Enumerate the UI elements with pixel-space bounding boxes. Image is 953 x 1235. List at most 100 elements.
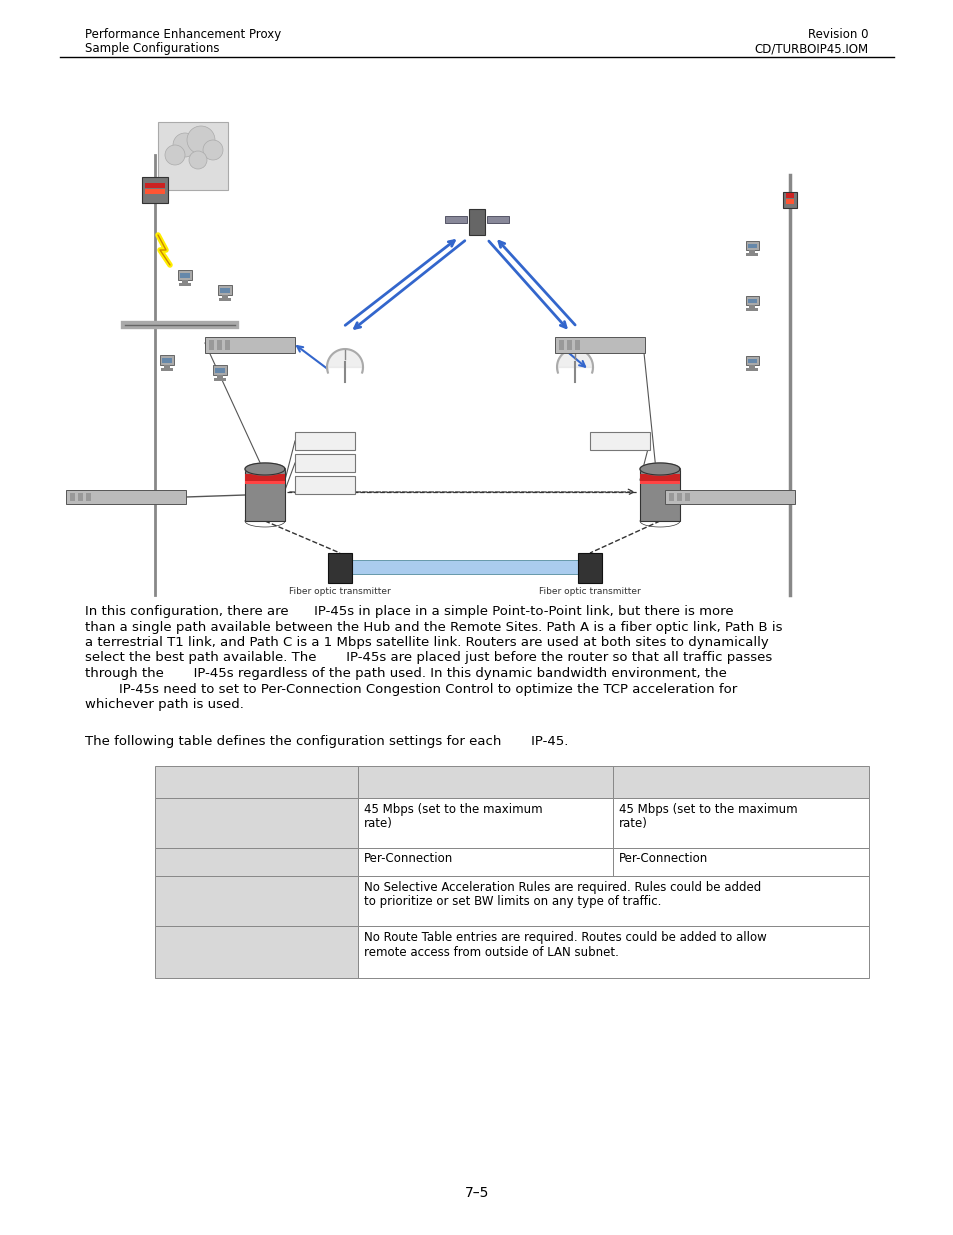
Bar (213, 366, 227, 375)
Bar (225, 340, 230, 350)
Bar (160, 354, 173, 366)
Circle shape (189, 151, 207, 169)
Bar (294, 454, 355, 472)
Bar (78, 493, 83, 501)
Text: In this configuration, there are      IP-45s in place in a simple Point-to-Point: In this configuration, there are IP-45s … (85, 605, 733, 618)
Bar (213, 378, 226, 382)
Bar (162, 358, 172, 363)
Bar (747, 299, 757, 303)
Bar (555, 337, 644, 353)
Bar (154, 847, 357, 876)
Bar (328, 553, 352, 583)
Bar (357, 847, 613, 876)
Bar (220, 288, 230, 293)
Bar (245, 474, 285, 482)
Bar (613, 766, 868, 798)
Bar (357, 798, 613, 847)
Bar (66, 490, 186, 504)
Bar (218, 285, 232, 295)
Text: CD/TURBOIP45.IOM: CD/TURBOIP45.IOM (754, 42, 868, 56)
Text: 7–5: 7–5 (464, 1186, 489, 1200)
Bar (164, 366, 170, 369)
Bar (748, 305, 754, 309)
Bar (589, 432, 649, 450)
Bar (145, 189, 165, 194)
Bar (745, 356, 759, 366)
Bar (145, 183, 165, 188)
Text: select the best path available. The       IP-45s are placed just before the rout: select the best path available. The IP-4… (85, 652, 771, 664)
Bar (179, 283, 191, 287)
Bar (209, 340, 213, 350)
Text: a terrestrial T1 link, and Path C is a 1 Mbps satellite link. Routers are used a: a terrestrial T1 link, and Path C is a 1… (85, 636, 768, 650)
Circle shape (187, 126, 214, 154)
Bar (677, 493, 681, 501)
Bar (180, 273, 190, 278)
Text: Per-Connection: Per-Connection (364, 852, 453, 866)
Bar (745, 368, 758, 370)
Bar (142, 177, 168, 203)
Bar (294, 475, 355, 494)
Text: 45 Mbps (set to the maximum
rate): 45 Mbps (set to the maximum rate) (364, 803, 542, 830)
Bar (86, 493, 91, 501)
Bar (668, 493, 673, 501)
Text: No Route Table entries are required. Routes could be added to allow
remote acces: No Route Table entries are required. Rou… (364, 930, 766, 958)
Bar (161, 368, 172, 370)
Bar (745, 253, 758, 256)
Bar (745, 308, 758, 311)
Bar (245, 469, 285, 521)
Bar (613, 847, 868, 876)
Bar (785, 199, 793, 204)
Text: Sample Configurations: Sample Configurations (85, 42, 219, 56)
Polygon shape (639, 463, 679, 475)
Bar (205, 337, 294, 353)
Bar (154, 876, 357, 925)
Bar (178, 270, 192, 280)
Text: Fiber optic transmitter: Fiber optic transmitter (538, 587, 640, 597)
Text: Revision 0: Revision 0 (807, 28, 868, 41)
Bar (219, 298, 231, 301)
Circle shape (203, 140, 223, 161)
Bar (748, 249, 754, 254)
Text: 45 Mbps (set to the maximum
rate): 45 Mbps (set to the maximum rate) (618, 803, 797, 830)
Bar (352, 559, 578, 574)
Bar (154, 925, 357, 977)
Bar (745, 296, 759, 305)
Text: IP-45s need to set to Per-Connection Congestion Control to optimize the TCP acce: IP-45s need to set to Per-Connection Con… (85, 683, 737, 695)
Bar (664, 490, 794, 504)
Bar (639, 469, 679, 521)
Bar (154, 766, 357, 798)
Circle shape (165, 144, 185, 165)
Bar (214, 368, 225, 373)
Bar (745, 241, 759, 249)
Bar (639, 480, 679, 484)
Text: through the       IP-45s regardless of the path used. In this dynamic bandwidth : through the IP-45s regardless of the pat… (85, 667, 726, 680)
Bar (444, 216, 467, 224)
Bar (70, 493, 75, 501)
Bar (748, 366, 754, 369)
Bar (558, 340, 563, 350)
Bar (613, 798, 868, 847)
Bar (486, 216, 509, 224)
Text: than a single path available between the Hub and the Remote Sites. Path A is a f: than a single path available between the… (85, 620, 781, 634)
Bar (785, 193, 793, 198)
Text: Performance Enhancement Proxy: Performance Enhancement Proxy (85, 28, 281, 41)
Bar (575, 340, 579, 350)
Bar (747, 359, 757, 363)
Bar (158, 122, 228, 190)
Bar (469, 209, 484, 235)
Bar (684, 493, 689, 501)
Bar (154, 798, 357, 847)
Bar (357, 925, 868, 977)
Polygon shape (245, 463, 285, 475)
Text: The following table defines the configuration settings for each       IP-45.: The following table defines the configur… (85, 736, 568, 748)
Bar (357, 876, 868, 925)
Bar (566, 340, 572, 350)
Bar (216, 375, 223, 379)
Bar (216, 340, 222, 350)
Bar (222, 295, 228, 299)
Bar (294, 432, 355, 450)
Bar (182, 280, 188, 284)
Bar (747, 245, 757, 248)
Text: whichever path is used.: whichever path is used. (85, 698, 244, 711)
Text: Fiber optic transmitter: Fiber optic transmitter (289, 587, 391, 597)
